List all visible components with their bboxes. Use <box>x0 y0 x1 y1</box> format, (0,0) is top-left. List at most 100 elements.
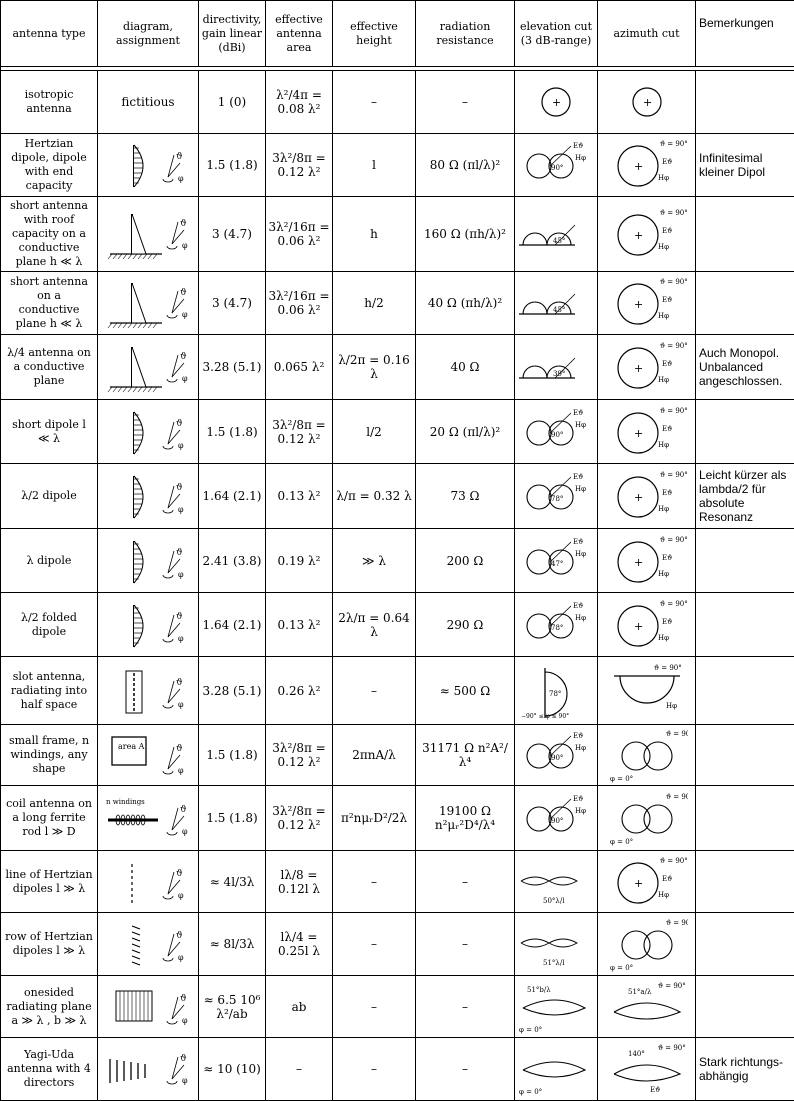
h-phi-label: Hφ <box>658 312 669 320</box>
phi-range-label: −90° ≤ φ ≤ 90° <box>521 713 569 720</box>
lobe-right <box>644 742 672 770</box>
theta-label: ϑ = 90° <box>666 793 688 801</box>
phi-arc <box>167 1081 177 1084</box>
current-distribution <box>134 145 143 187</box>
theta-label: ϑ = 90° <box>660 209 688 217</box>
elevation-pattern: 39° <box>515 338 597 396</box>
phi-symbol: φ <box>182 1076 188 1085</box>
theta-symbol: ϑ <box>180 1054 187 1064</box>
dipole-element <box>132 956 140 959</box>
ground-hatch <box>113 387 117 392</box>
theta-symbol: ϑ <box>176 152 183 162</box>
radiation-resistance-cell: 73 Ω <box>416 464 515 529</box>
phi-label: φ = 0° <box>610 775 633 783</box>
ground-hatch <box>153 323 157 328</box>
azimuth-cut-cell: ϑ = 90°φ = 0° <box>598 786 696 851</box>
ground-hatch <box>118 323 122 328</box>
phi-label: φ = 0° <box>519 1026 542 1034</box>
phi-arc <box>163 510 173 513</box>
current-distribution <box>132 283 146 323</box>
phi-symbol: φ <box>178 174 184 183</box>
effective-area-cell: 0.13 λ² <box>266 464 333 529</box>
phi-symbol: φ <box>178 441 184 450</box>
azimuth-pattern: 51°a/λϑ = 90° <box>606 978 688 1036</box>
antenna-type-cell: short antenna with roof capacity on a co… <box>1 197 98 272</box>
radiation-resistance-cell: – <box>416 851 515 913</box>
e-theta-label: Eϑ <box>573 538 583 546</box>
antenna-diagram: ϑφ <box>102 404 194 460</box>
azimuth-pattern: 140°ϑ = 90°Eϑ <box>606 1040 688 1098</box>
directivity-cell: 2.41 (3.8) <box>199 529 266 593</box>
elevation-angle: 39° <box>553 370 565 378</box>
remarks-cell <box>696 593 794 657</box>
effective-area-cell: 0.13 λ² <box>266 593 333 657</box>
effective-area-cell: – <box>266 1038 333 1101</box>
theta-symbol: ϑ <box>176 419 183 429</box>
azimuth-cut-cell: ϑ = 90°φ = 0° <box>598 725 696 786</box>
slot <box>126 671 142 713</box>
antenna-type-cell: isotropic antenna <box>1 71 98 134</box>
theta-symbol: ϑ <box>180 352 187 362</box>
directivity-cell: ≈ 6.5 10⁶ λ²/ab <box>199 976 266 1038</box>
field-plus: + <box>634 229 643 242</box>
antenna-type-cell: row of Hertzian dipoles l ≫ λ <box>1 913 98 976</box>
remarks-cell: Leicht kürzer als lambda/2 für absolute … <box>696 464 794 529</box>
phi-arc <box>167 315 177 318</box>
radiation-resistance-cell: – <box>416 976 515 1038</box>
theta-symbol: ϑ <box>176 678 183 688</box>
header-effective-height: effective height <box>333 1 416 67</box>
h-phi-label: Hφ <box>658 441 669 449</box>
beam-width-label: 140° <box>628 1050 645 1058</box>
elevation-angle: 47° <box>551 560 563 568</box>
lobe-left <box>527 485 551 509</box>
phi-arc <box>167 832 177 835</box>
azimuth-pattern: ϑ = 90° φ = 0° <box>606 915 688 973</box>
h-phi-label: Hφ <box>575 807 586 815</box>
effective-height-cell: 2πnA/λ <box>333 725 416 786</box>
effective-height-cell: 2λ/π = 0.64 λ <box>333 593 416 657</box>
main-lobe <box>614 1003 680 1019</box>
radiating-plane <box>116 991 152 1021</box>
elevation-angle: 78° <box>549 690 561 698</box>
phi-symbol: φ <box>182 241 188 250</box>
table-row: Hertzian dipole, dipole with end capacit… <box>1 134 794 197</box>
phi-arc <box>163 771 173 774</box>
radiation-resistance-cell: 19100 Ω n²μᵣ²D⁴/λ⁴ <box>416 786 515 851</box>
effective-area-cell: 0.26 λ² <box>266 657 333 725</box>
remarks-cell <box>696 197 794 272</box>
e-theta-label: Eϑ <box>662 360 672 368</box>
theta-label: ϑ = 90° <box>660 140 688 148</box>
radiation-resistance-cell: 80 Ω (πl/λ)² <box>416 134 515 197</box>
elevation-pattern: 78° −90° ≤ φ ≤ 90° <box>515 662 597 720</box>
ground-hatch <box>128 254 132 259</box>
phi-symbol: φ <box>178 505 184 514</box>
phi-label: φ = 0° <box>610 964 633 972</box>
effective-height-cell: λ/π = 0.32 λ <box>333 464 416 529</box>
theta-label: ϑ = 90° <box>666 919 688 927</box>
radiation-resistance-cell: 160 Ω (πh/λ)² <box>416 197 515 272</box>
effective-area-cell: lλ/4 = 0.25l λ <box>266 913 333 976</box>
effective-height-cell: ≫ λ <box>333 529 416 593</box>
radiation-resistance-cell: – <box>416 71 515 134</box>
elevation-cut-cell: φ = 0° <box>515 1038 598 1101</box>
remarks-cell: Infinitesimal kleiner Dipol <box>696 134 794 197</box>
ground-hatch <box>108 254 112 259</box>
effective-area-cell: 3λ²/16π = 0.06 λ² <box>266 197 333 272</box>
phi-arc <box>163 896 173 899</box>
